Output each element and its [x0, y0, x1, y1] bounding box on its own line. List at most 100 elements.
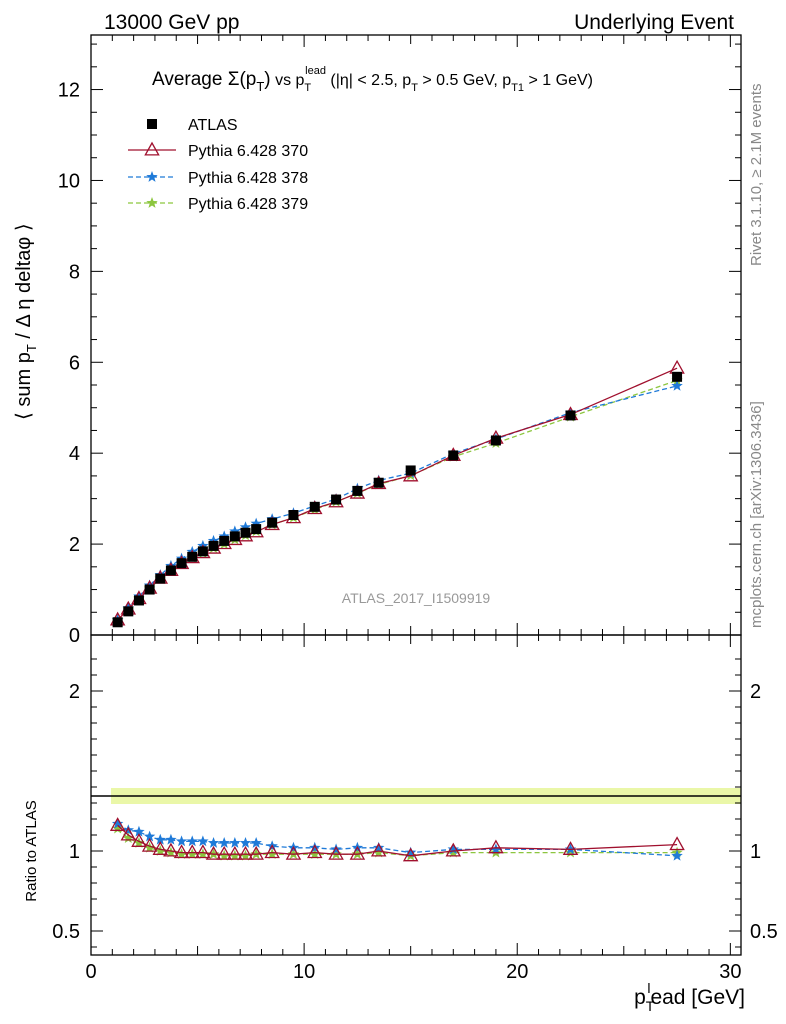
ratio-point [671, 849, 683, 861]
ratio-point [227, 845, 243, 860]
data-point [448, 450, 459, 461]
ratio-point [186, 848, 198, 860]
ratio-point [447, 843, 459, 855]
ratio-point [328, 845, 344, 860]
series-0 [112, 371, 683, 628]
legend-item: ATLAS [147, 117, 238, 134]
ratio-point [122, 824, 134, 836]
title-vs: vs p [271, 72, 305, 89]
ratio-point [264, 844, 280, 859]
legend-item: Pythia 6.428 379 [128, 196, 308, 213]
ratio-point [490, 843, 502, 855]
ratio-point [163, 842, 179, 857]
data-point [239, 521, 252, 533]
data-point [133, 595, 144, 606]
data-point [208, 540, 219, 551]
data-point [240, 527, 251, 538]
ratio-point [490, 846, 502, 858]
ratio-point [111, 822, 124, 834]
series-line [117, 385, 678, 621]
ratio-point [373, 841, 385, 853]
data-point [565, 410, 576, 421]
data-point [288, 510, 299, 520]
ratio-y-tick-label: 1 [69, 841, 80, 863]
ratio-point [154, 845, 166, 856]
xlabel-p: p [634, 986, 646, 1009]
ratio-point [402, 847, 419, 862]
ratio-frame [90, 634, 742, 956]
ratio-series-0 [109, 817, 685, 862]
x-tick-label: 30 [719, 961, 741, 983]
ratio-point [143, 830, 156, 842]
ratio-point [133, 837, 145, 848]
data-point [229, 531, 240, 542]
ratio-point [109, 817, 126, 831]
y-tick-label: 0 [69, 625, 80, 647]
ratio-point [197, 848, 209, 860]
title-vs-sub: T [304, 82, 311, 94]
data-point [405, 465, 416, 476]
ratio-ylabel: Ratio to ATLAS [23, 800, 40, 901]
data-point [123, 606, 134, 617]
ratio-point [133, 825, 145, 837]
data-point [197, 546, 208, 557]
data-point [175, 552, 188, 564]
x-tick-label: 0 [85, 961, 96, 983]
ratio-point [152, 841, 169, 855]
y-tick-label: 8 [69, 261, 80, 283]
ratio-point [175, 848, 188, 860]
ratio-point [195, 844, 211, 859]
ratio-point [131, 833, 147, 847]
legend-label: Pythia 6.428 370 [188, 143, 308, 160]
ratio-point [205, 845, 222, 860]
ratio-point [239, 849, 252, 861]
data-point [373, 477, 384, 488]
title-cuts-sub1: T [411, 82, 418, 94]
ratio-point [309, 848, 321, 860]
title-vs-sup: lead [305, 65, 326, 77]
mcplots-label: mcplots.cern.ch [arXiv:1306.3436] [748, 401, 765, 628]
ratio-point [218, 849, 230, 861]
ratio-point [285, 845, 302, 860]
ratio-point [445, 842, 462, 857]
data-point [309, 501, 320, 512]
ratio-point [175, 835, 188, 847]
y-tick-label: 6 [69, 352, 80, 374]
legend-label: Pythia 6.428 378 [188, 170, 308, 187]
y-tick-label: 2 [69, 534, 80, 556]
ratio-point [120, 826, 137, 841]
ratio-point [141, 837, 158, 852]
rivet-label: Rivet 3.1.10, ≥ 2.1M events [748, 84, 765, 267]
ratio-point [143, 841, 156, 853]
ratio-point [562, 841, 579, 855]
ratio-y-tick-label-right: 1 [750, 841, 761, 863]
data-point [352, 485, 363, 496]
title-sigma-sub: T [256, 79, 264, 94]
x-axis-label: pTlead [GeV] [634, 980, 745, 1014]
data-point [672, 371, 683, 382]
legend-marker [147, 119, 157, 129]
xlabel-sub: T [646, 998, 655, 1014]
ratio-point [218, 837, 230, 848]
data-point [112, 617, 123, 628]
ratio-series [109, 817, 685, 862]
header-left: 13000 GeV pp [104, 11, 239, 34]
ratio-y-tick-label: 2 [69, 681, 80, 703]
data-point [219, 535, 230, 546]
title-cuts-sub2: T1 [511, 82, 524, 94]
ratio-axis-ticks: 0.5 0.51 12 20 10 20 30 [52, 635, 778, 983]
ratio-point [266, 848, 278, 860]
y-tick-label: 10 [58, 170, 80, 192]
series-3 [111, 374, 683, 626]
legend-marker [146, 171, 158, 182]
data-point [671, 379, 683, 391]
series-2 [111, 379, 683, 625]
data-point [165, 565, 176, 576]
xlabel-sup: l [647, 980, 650, 996]
legend-marker [146, 197, 158, 208]
ylabel-post: / Δ η deltaφ ⟩ [13, 223, 35, 344]
ratio-point [122, 832, 134, 844]
data-point [669, 359, 685, 374]
ratio-point [488, 839, 504, 854]
ratio-point [309, 841, 321, 853]
